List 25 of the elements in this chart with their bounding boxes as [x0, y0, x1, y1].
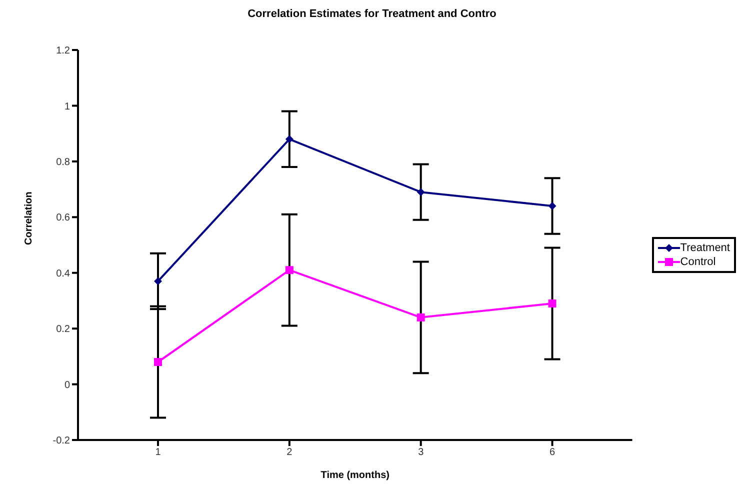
- point: [285, 135, 294, 144]
- y-tick-label: 1.2: [56, 46, 70, 57]
- point: [416, 313, 425, 322]
- y-axis-title: Correlation: [24, 192, 35, 245]
- legend-label: Treatment: [680, 241, 730, 255]
- x-tick-label: 2: [286, 447, 293, 458]
- y-tick-label: 0.2: [56, 324, 70, 336]
- point: [154, 358, 162, 366]
- x-axis-title: Time (months): [320, 470, 390, 481]
- x-tick-label: 6: [549, 447, 556, 458]
- y-tick-label: 0.4: [56, 268, 70, 280]
- legend-label: Control: [680, 255, 716, 269]
- point: [548, 202, 556, 210]
- y-tick-label: -0.2: [52, 436, 70, 447]
- point: [154, 277, 162, 286]
- point: [416, 188, 425, 196]
- x-tick-label: 3: [418, 447, 424, 458]
- point: [285, 266, 294, 274]
- y-tick-label: 0.6: [56, 212, 70, 224]
- x-tick-label: 1: [155, 447, 162, 458]
- point: [548, 300, 556, 308]
- y-tick-label: 1: [64, 101, 70, 112]
- chart-title: Correlation Estimates for Treatment and Contro: [246, 8, 498, 20]
- y-tick-label: 0: [64, 380, 70, 391]
- y-tick-label: 0.8: [56, 156, 70, 168]
